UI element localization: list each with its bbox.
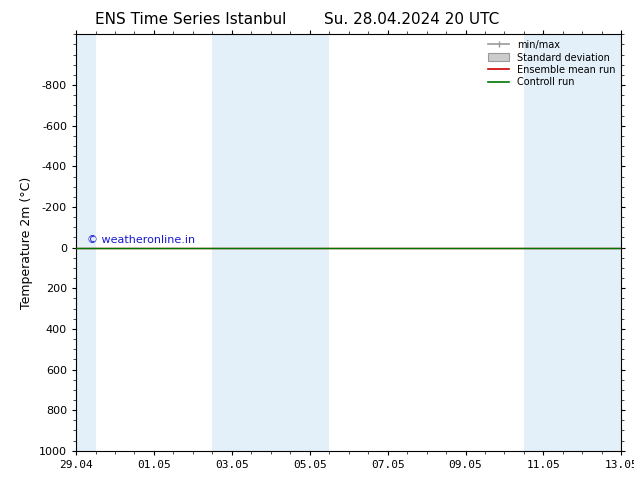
Text: Su. 28.04.2024 20 UTC: Su. 28.04.2024 20 UTC (325, 12, 500, 27)
Text: ENS Time Series Istanbul: ENS Time Series Istanbul (94, 12, 286, 27)
Bar (212, 34, 329, 451)
Text: © weatheronline.in: © weatheronline.in (87, 236, 195, 245)
Y-axis label: Temperature 2m (°C): Temperature 2m (°C) (20, 176, 34, 309)
Bar (56, 34, 96, 451)
Bar (524, 34, 634, 451)
Legend: min/max, Standard deviation, Ensemble mean run, Controll run: min/max, Standard deviation, Ensemble me… (484, 36, 619, 91)
